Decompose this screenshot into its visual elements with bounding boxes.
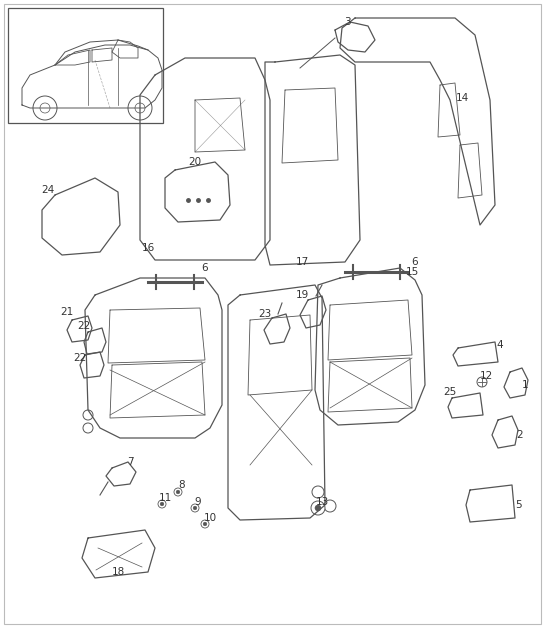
Circle shape: [176, 490, 180, 494]
Text: 1: 1: [522, 380, 528, 390]
Text: 15: 15: [405, 267, 419, 277]
Circle shape: [477, 377, 487, 387]
Text: 24: 24: [41, 185, 55, 195]
Bar: [8, 8, 163, 123]
Text: 2: 2: [517, 430, 523, 440]
Circle shape: [203, 522, 207, 526]
Circle shape: [174, 488, 182, 496]
Circle shape: [160, 502, 164, 506]
Text: 7: 7: [126, 457, 134, 467]
Text: 8: 8: [179, 480, 185, 490]
Text: 25: 25: [444, 387, 457, 397]
Circle shape: [311, 501, 325, 515]
Circle shape: [201, 520, 209, 528]
Circle shape: [191, 504, 199, 512]
Circle shape: [312, 486, 324, 498]
Circle shape: [83, 410, 93, 420]
Text: 6: 6: [411, 257, 419, 267]
Text: 5: 5: [514, 500, 522, 510]
Text: 12: 12: [480, 371, 493, 381]
Text: 20: 20: [189, 157, 202, 167]
Text: 19: 19: [295, 290, 308, 300]
Text: 22: 22: [77, 321, 90, 331]
Text: 14: 14: [456, 93, 469, 103]
Circle shape: [158, 500, 166, 508]
Circle shape: [193, 506, 197, 510]
Text: 4: 4: [496, 340, 504, 350]
Text: 13: 13: [316, 497, 329, 507]
Text: 23: 23: [258, 309, 271, 319]
Circle shape: [315, 505, 321, 511]
Text: 9: 9: [195, 497, 201, 507]
Circle shape: [83, 423, 93, 433]
Text: 16: 16: [141, 243, 155, 253]
Text: 18: 18: [111, 567, 125, 577]
Text: 17: 17: [295, 257, 308, 267]
Text: 21: 21: [60, 307, 74, 317]
Text: 3: 3: [344, 17, 350, 27]
Text: 6: 6: [202, 263, 208, 273]
Text: 22: 22: [74, 353, 87, 363]
Circle shape: [324, 500, 336, 512]
Text: 11: 11: [159, 493, 172, 503]
Text: 10: 10: [203, 513, 216, 523]
